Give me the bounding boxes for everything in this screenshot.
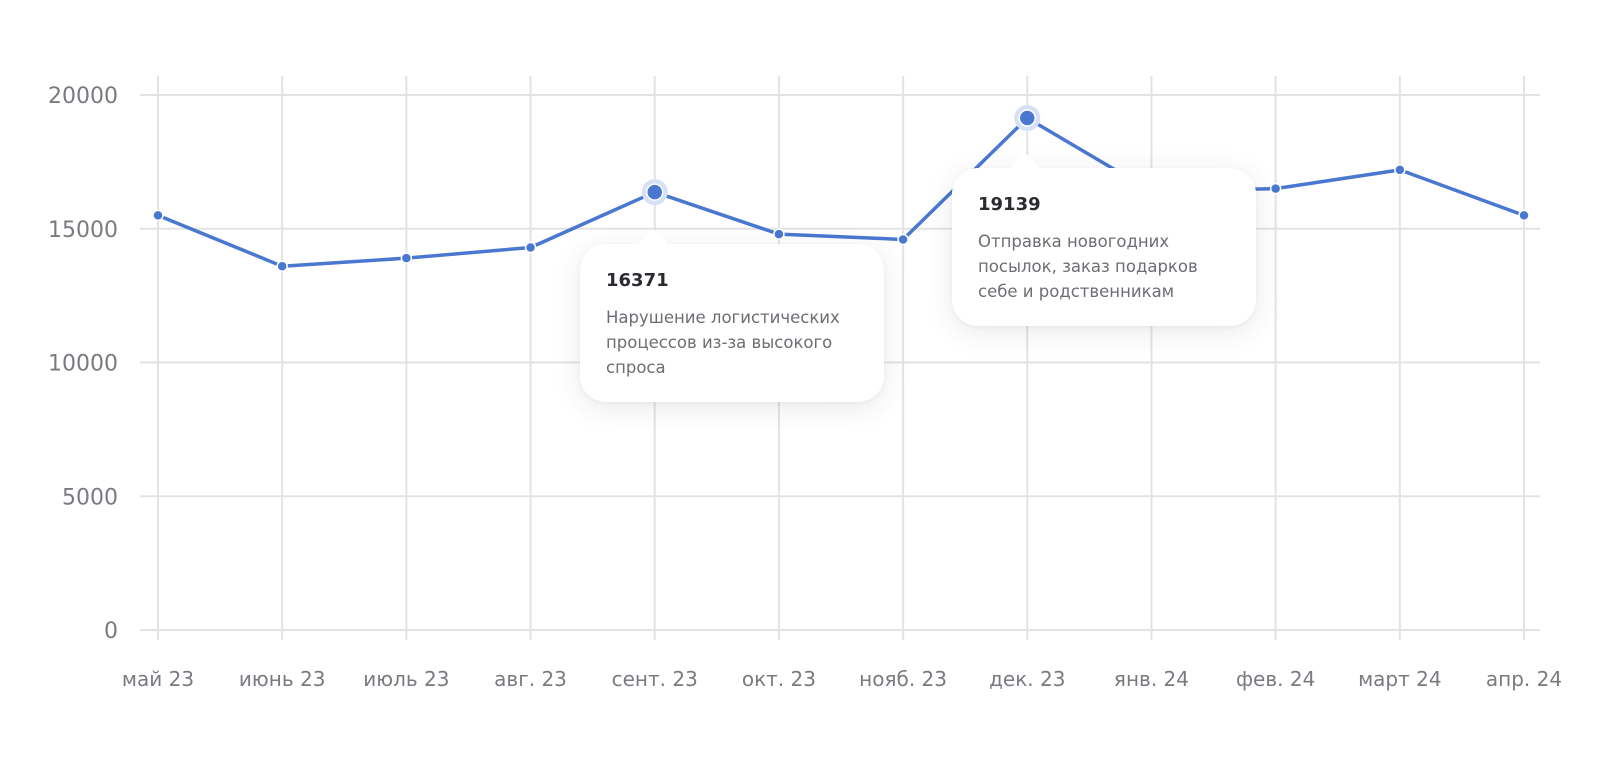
data-point[interactable] bbox=[1518, 209, 1530, 222]
x-tick-label: окт. 23 bbox=[742, 667, 816, 691]
annotation-tooltip-dec: 19139 Отправка новогодних посылок, заказ… bbox=[952, 168, 1256, 326]
x-tick-label: авг. 23 bbox=[494, 667, 567, 691]
annotation-text: Отправка новогодних посылок, заказ подар… bbox=[978, 232, 1198, 301]
series-line bbox=[156, 116, 1526, 268]
data-point[interactable] bbox=[1269, 182, 1282, 195]
x-tick-label: апр. 24 bbox=[1486, 667, 1562, 691]
data-point[interactable] bbox=[400, 252, 413, 264]
x-tick-label: июнь 23 bbox=[239, 667, 326, 691]
x-tick-label: сент. 23 bbox=[612, 667, 698, 691]
x-tick-label: фев. 24 bbox=[1236, 667, 1315, 691]
data-point-highlighted[interactable] bbox=[645, 183, 664, 201]
data-point-highlighted[interactable] bbox=[1018, 109, 1037, 127]
data-point[interactable] bbox=[897, 233, 909, 246]
y-tick-label: 5000 bbox=[62, 485, 118, 510]
annotation-tooltip-sept: 16371 Нарушение логистических процессов … bbox=[580, 244, 884, 402]
y-tick-label: 0 bbox=[104, 619, 118, 644]
data-point[interactable] bbox=[524, 241, 537, 254]
annotation-text: Нарушение логистических процессов из-за … bbox=[606, 308, 840, 377]
annotation-value: 19139 bbox=[978, 194, 1041, 215]
x-tick-label: нояб. 23 bbox=[859, 667, 947, 691]
x-tick-label: март 24 bbox=[1358, 667, 1442, 691]
y-tick-label: 20000 bbox=[48, 84, 118, 109]
x-tick-label: май 23 bbox=[122, 667, 194, 691]
data-point[interactable] bbox=[152, 209, 164, 222]
y-tick-label: 10000 bbox=[48, 352, 118, 377]
x-tick-label: янв. 24 bbox=[1114, 667, 1189, 691]
series-layer bbox=[152, 105, 1530, 272]
x-axis-ticks: май 23 июнь 23 июль 23 авг. 23 сент. 23 окт. … bbox=[122, 667, 1562, 691]
data-point[interactable] bbox=[1394, 164, 1406, 176]
data-point[interactable] bbox=[276, 260, 288, 272]
x-tick-label: дек. 23 bbox=[989, 667, 1065, 691]
annotation-value: 16371 bbox=[606, 270, 669, 291]
x-tick-label: июль 23 bbox=[363, 667, 449, 691]
y-tick-label: 15000 bbox=[48, 218, 118, 243]
data-point[interactable] bbox=[773, 228, 785, 240]
y-axis-ticks: 0 5000 10000 15000 20000 bbox=[48, 84, 118, 644]
